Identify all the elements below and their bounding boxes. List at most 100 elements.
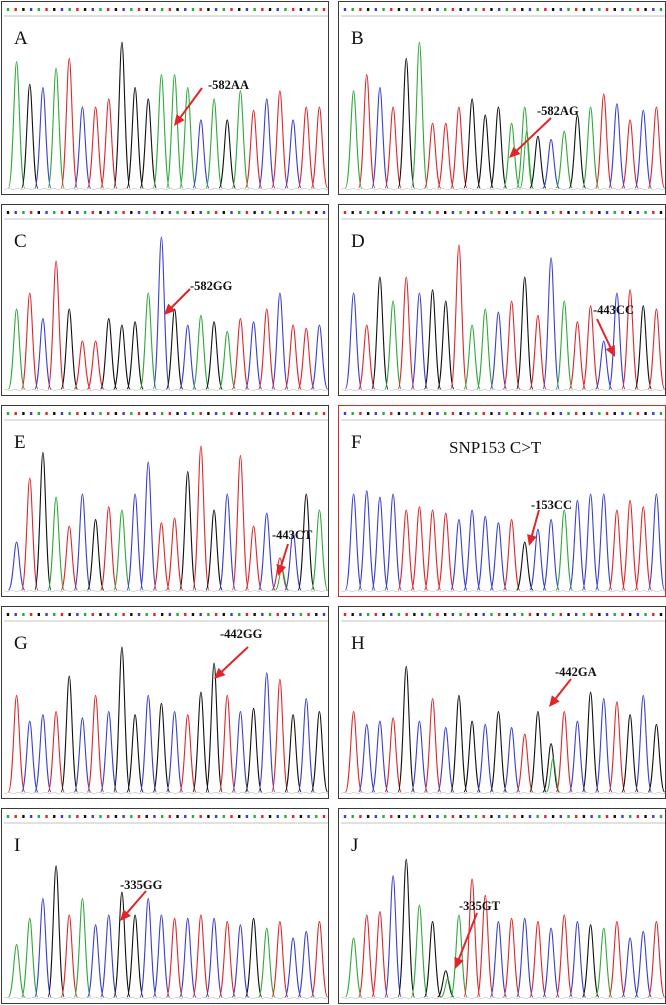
peak-C [34,714,52,793]
base-call-mark [291,211,295,214]
peak-A [192,314,210,390]
peak-C [344,493,363,591]
base-call-mark [29,412,33,415]
peak-T [297,106,315,189]
peak-T [179,714,197,793]
base-call-mark [521,8,524,11]
arrow-shaft [456,912,478,964]
base-call-mark [390,412,393,415]
base-call-mark [366,8,370,11]
base-call-mark [230,211,233,214]
base-call-mark [582,815,586,818]
peak-T [344,710,363,793]
base-call-mark [621,211,624,214]
base-call-mark [351,8,354,11]
panel-label-b: B [351,28,364,49]
peak-A [450,914,468,998]
peak-G [165,308,184,390]
peak-A [516,106,534,189]
peak-T [244,525,263,591]
base-call-mark [45,613,48,616]
peak-G [60,308,78,390]
base-call-mark [214,815,218,818]
base-call-mark [145,815,148,818]
base-call-mark [122,211,125,214]
peak-T [100,506,118,591]
base-call-mark [659,815,663,818]
base-call-mark [276,613,279,616]
base-call-mark [184,815,187,818]
peak-A [218,330,236,390]
peak-G [371,276,389,390]
base-call-mark [315,412,318,415]
baseline-trace [340,388,665,391]
peak-G [489,710,508,793]
peak-T [371,911,389,998]
base-call-mark [60,412,64,415]
base-call-mark [528,613,532,616]
peak-G [205,509,223,591]
base-call-mark [99,211,102,214]
peak-G [60,675,78,793]
baseline-trace [340,589,665,592]
peak-C [542,257,560,390]
peak-T [384,717,402,793]
base-call-mark [397,613,401,616]
base-call-mark [459,8,462,11]
base-call-mark [420,815,424,818]
base-call-mark [83,8,87,11]
base-call-mark [276,412,279,415]
base-call-mark [551,613,555,616]
peak-C [595,493,613,591]
base-call-mark [644,412,647,415]
peak-A [7,308,26,390]
base-call-mark [68,613,71,616]
base-call-mark [513,8,516,11]
base-call-mark [276,815,279,818]
peak-T [231,455,250,591]
peak-T [271,678,289,793]
base-call-mark [53,8,56,11]
base-call-mark [261,8,264,11]
base-call-mark [474,8,478,11]
panel-label-e: E [14,432,26,453]
peak-A [595,927,613,998]
base-call-mark [245,815,249,818]
peak-C [258,98,276,189]
peak-G [621,714,639,793]
baseline-trace [340,996,665,1000]
base-call-mark [22,815,25,818]
panel-label-h: H [351,633,365,654]
base-call-mark [343,8,347,11]
peak-G [450,694,468,793]
base-call-mark [29,8,33,11]
panel-label-i: I [14,835,21,856]
base-call-mark [276,211,279,214]
base-call-mark [14,211,17,214]
arrow-shaft [512,117,552,155]
peak-G [100,318,118,390]
base-call-mark [605,412,609,415]
base-call-mark [382,211,385,214]
peak-T [244,109,263,189]
base-call-mark [199,211,202,214]
peak-C [568,720,587,793]
baseline-trace [3,792,328,795]
base-call-mark [590,613,593,616]
peak-G [581,691,600,793]
peak-G [423,921,442,998]
base-call-mark [291,412,295,415]
peak-C [34,87,52,189]
base-call-mark [659,8,663,11]
panel-label-f: F [351,432,362,453]
base-call-mark [490,613,493,616]
base-call-mark [37,412,41,415]
base-call-mark [536,8,539,11]
peak-G [397,858,415,998]
base-call-mark [605,211,609,214]
peak-C [218,493,236,591]
peak-G [126,714,144,793]
peak-C [284,531,302,591]
base-call-mark [652,211,655,214]
peak-C [502,727,521,793]
